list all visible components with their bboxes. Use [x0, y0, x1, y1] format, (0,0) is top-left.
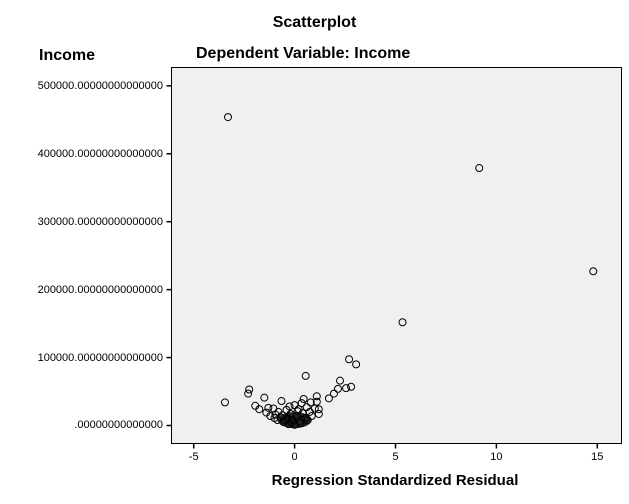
y-tick-label: 200000.00000000000000: [37, 283, 163, 296]
data-point: [589, 267, 598, 276]
data-point: [345, 355, 354, 364]
data-point: [271, 410, 280, 419]
y-axis-title: Income: [39, 47, 96, 64]
data-point: [335, 376, 344, 385]
y-tick-label: 300000.00000000000000: [37, 215, 163, 228]
data-point: [297, 399, 306, 408]
y-axis-ticks: [166, 85, 172, 427]
data-point: [312, 397, 321, 406]
data-points: [220, 113, 598, 429]
data-point: [347, 382, 356, 391]
data-point: [220, 398, 229, 407]
data-point: [299, 395, 308, 404]
data-point: [264, 403, 273, 412]
data-point: [244, 389, 253, 398]
data-point: [224, 113, 233, 122]
data-point: [245, 385, 254, 394]
chart-subtitle: Dependent Variable: Income: [196, 45, 411, 62]
x-tick-label: -5: [188, 451, 199, 463]
data-point: [333, 384, 342, 393]
x-axis-ticks: [192, 443, 599, 449]
plot-area: [171, 67, 622, 444]
dense-point-cluster: [277, 412, 312, 429]
x-tick-label: 10: [490, 451, 503, 463]
data-point: [398, 318, 407, 327]
data-point: [285, 402, 294, 411]
data-point: [260, 393, 269, 402]
x-tick-label: 5: [392, 451, 399, 463]
data-point: [314, 409, 323, 418]
data-point: [314, 405, 323, 414]
data-point: [342, 384, 351, 393]
y-tick-label: 100000.00000000000000: [37, 351, 163, 364]
x-axis-title: Regression Standardized Residual: [271, 472, 519, 489]
y-tick-label: 500000.00000000000000: [37, 79, 163, 92]
data-point: [475, 164, 484, 173]
data-point: [312, 392, 321, 401]
data-point: [324, 394, 333, 403]
x-tick-label: 15: [591, 451, 604, 463]
x-tick-label: 0: [291, 451, 298, 463]
data-point: [329, 389, 338, 398]
chart-title: Scatterplot: [272, 14, 357, 31]
data-point: [266, 411, 275, 420]
data-point: [306, 398, 315, 407]
y-tick-label: .00000000000000: [74, 419, 163, 432]
data-point: [352, 360, 361, 369]
data-point: [301, 371, 310, 380]
y-tick-label: 400000.00000000000000: [37, 147, 163, 160]
data-point: [255, 405, 264, 414]
data-point: [277, 397, 286, 406]
